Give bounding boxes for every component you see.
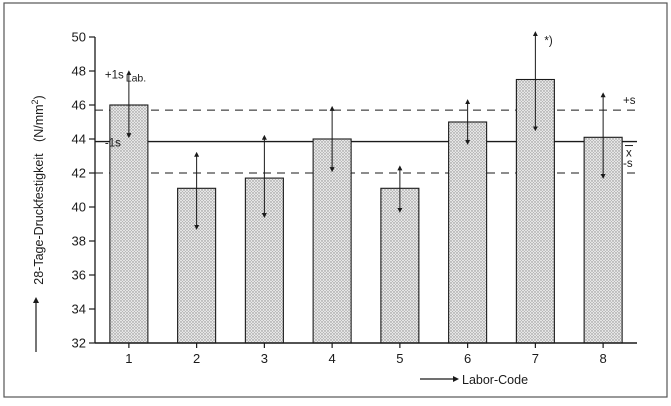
y-axis-title: 28-Tage-Druckfestigkeit (N/mm2) [30,95,46,284]
y-tick-label: 50 [72,30,86,45]
minus-s-label: -s [623,158,633,170]
y-axis-unit-close: ) [32,95,46,99]
y-tick-label: 36 [72,268,86,283]
plus-one-s-annotation: +1s Lab. [105,70,146,85]
svg-text:28-Tage-Druckfestigkeit: 28-Tage-Druckfestigkeit (N/mm2) [30,95,46,284]
y-tick-label: 34 [72,302,86,317]
mean-label: x [626,148,632,160]
outer-frame [3,2,668,398]
x-tick-label: 6 [464,351,471,366]
y-axis-unit: (N/mm [32,104,46,142]
x-tick-label: 7 [532,351,539,366]
bar [448,121,488,344]
x-tick-label: 4 [329,351,336,366]
x-tick-label: 8 [600,351,607,366]
plus-s-label: +s [623,95,636,107]
bar [312,138,352,344]
x-tick-label: 1 [125,351,132,366]
x-tick-label: 5 [396,351,403,366]
x-tick-label: 2 [193,351,200,366]
y-tick-label: 42 [72,166,86,181]
y-tick-label: 46 [72,98,86,113]
y-tick-label: 48 [72,64,86,79]
y-tick-label: 40 [72,200,86,215]
y-tick-label: 44 [72,132,86,147]
y-axis-unit-exponent: 2 [30,99,40,104]
y-tick-label: 32 [72,336,86,351]
bar [109,104,149,344]
y-axis-label: 28-Tage-Druckfestigkeit [32,153,46,285]
minus-one-s-annotation: -1s [105,138,121,150]
x-tick-label: 3 [261,351,268,366]
bar [380,187,420,344]
y-tick-label: 38 [72,234,86,249]
outlier-mark: *) [544,36,552,48]
x-axis-label: Labor-Code [462,373,528,387]
